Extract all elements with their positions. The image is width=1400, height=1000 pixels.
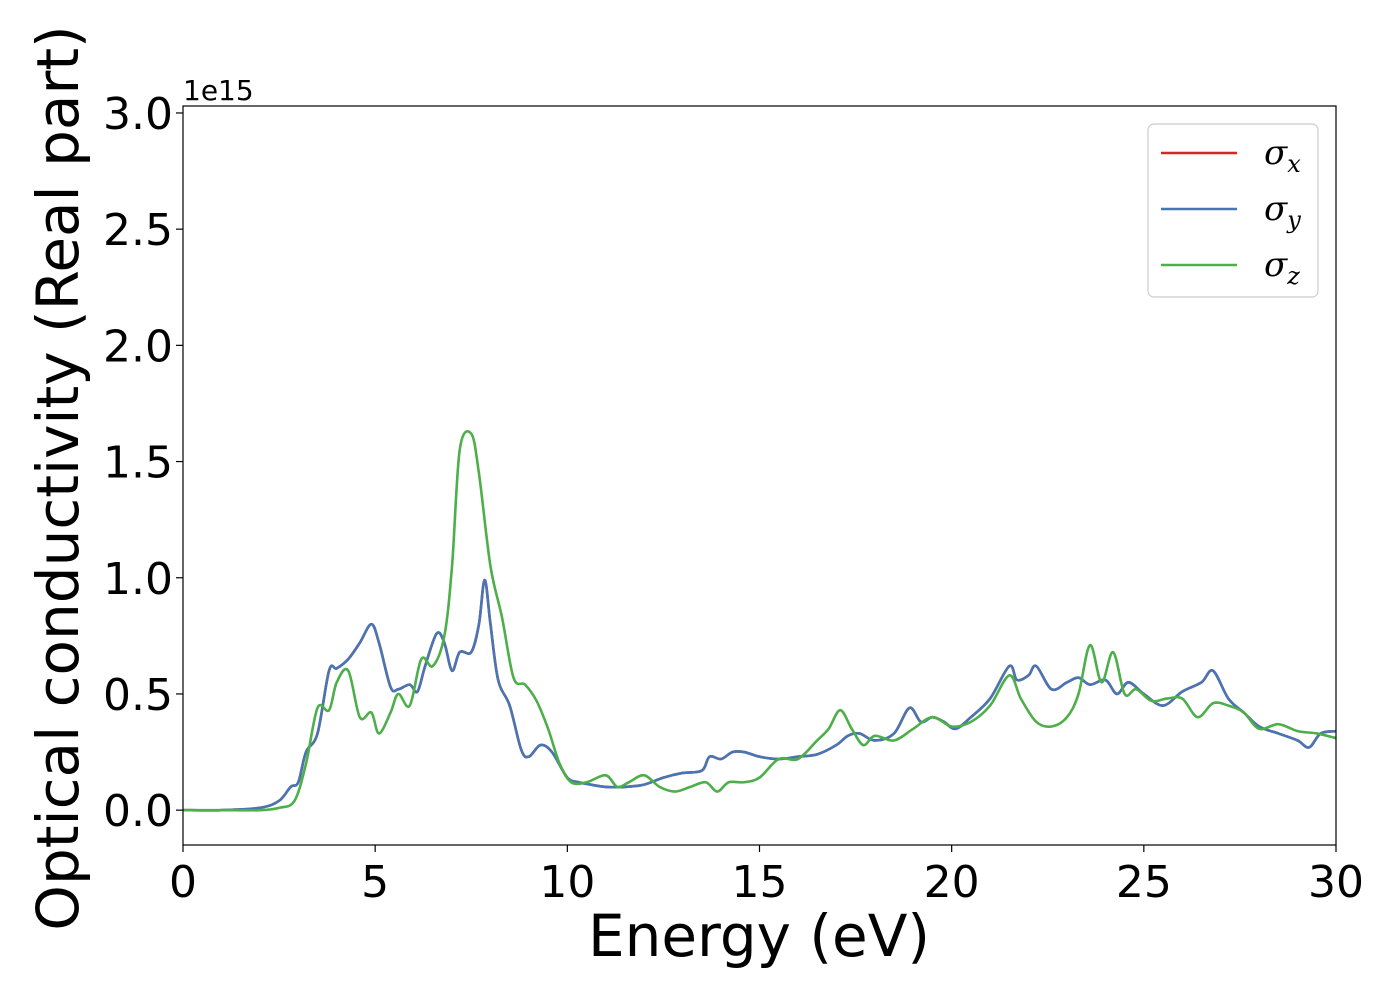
- legend-box: [1147, 123, 1319, 298]
- y-offset-text: 1e15: [183, 74, 254, 107]
- x-axis-ticks: 0 5 10 15 20 25 30: [169, 845, 1364, 908]
- y-tick-label: 2.0: [103, 321, 173, 372]
- x-tick-label: 30: [1308, 857, 1364, 908]
- y-axis-ticks: 0.0 0.5 1.0 1.5 2.0 2.5 3.0: [103, 89, 183, 837]
- x-tick-label: 25: [1116, 857, 1172, 908]
- series-layer: [183, 430, 1336, 812]
- y-axis-title: Optical conductivity (Real part): [24, 25, 92, 930]
- x-tick-label: 5: [361, 857, 389, 908]
- x-tick-label: 0: [169, 857, 197, 908]
- x-tick-label: 10: [539, 857, 595, 908]
- x-tick-label: 20: [924, 857, 980, 908]
- y-tick-label: 1.5: [103, 438, 173, 489]
- y-tick-label: 0.5: [103, 670, 173, 721]
- y-tick-label: 2.5: [103, 205, 173, 256]
- y-tick-label: 3.0: [103, 89, 173, 140]
- x-axis-title: Energy (eV): [588, 902, 930, 970]
- y-tick-label: 0.0: [103, 786, 173, 837]
- x-tick-label: 15: [732, 857, 788, 908]
- series-line-y: [183, 578, 1336, 812]
- series-line-z: [183, 430, 1336, 812]
- y-tick-label: 1.0: [103, 554, 173, 605]
